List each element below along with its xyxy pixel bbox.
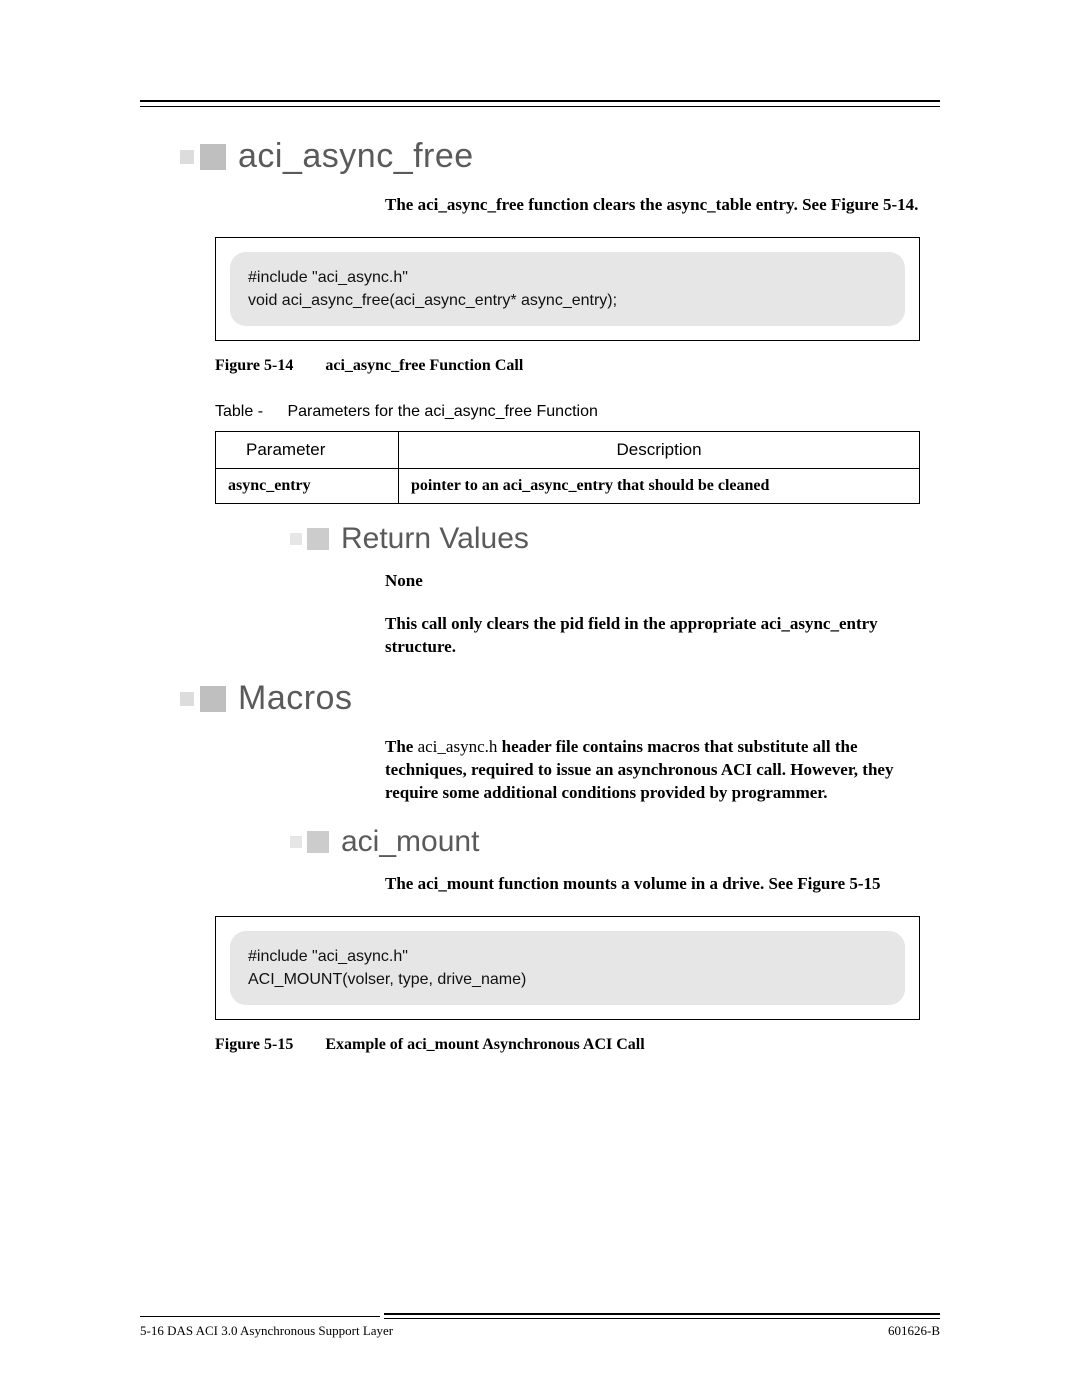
- code-line: ACI_MOUNT(volser, type, drive_name): [248, 971, 526, 988]
- intro-aci-async-free: The aci_async_free function clears the a…: [385, 194, 920, 217]
- td-description: pointer to an aci_async_entry that shoul…: [399, 469, 920, 504]
- heading-text: Macros: [238, 679, 352, 718]
- top-rule: [140, 100, 940, 107]
- parameter-table: Parameter Description async_entry pointe…: [215, 431, 920, 504]
- code-line: #include "aci_async.h": [248, 948, 408, 965]
- heading-aci-mount: aci_mount: [290, 825, 940, 859]
- macros-intro: The aci_async.h header file contains mac…: [385, 736, 920, 805]
- return-none: None: [385, 570, 920, 593]
- page: aci_async_free The aci_async_free functi…: [0, 0, 1080, 1397]
- bullet-squares-icon: [180, 686, 226, 712]
- code-line: void aci_async_free(aci_async_entry* asy…: [248, 292, 617, 309]
- return-description: This call only clears the pid field in t…: [385, 613, 920, 659]
- table-header-row: Parameter Description: [216, 432, 920, 469]
- text-prefix: The: [385, 737, 418, 756]
- th-description: Description: [399, 432, 920, 469]
- figure-number: Figure 5-15: [215, 1036, 293, 1053]
- table-title: Parameters for the aci_async_free Functi…: [287, 403, 597, 420]
- table-row: async_entry pointer to an aci_async_entr…: [216, 469, 920, 504]
- code-box-fig-5-15: #include "aci_async.h" ACI_MOUNT(volser,…: [215, 916, 920, 1020]
- figure-title: aci_async_free Function Call: [325, 357, 523, 374]
- heading-text: Return Values: [341, 522, 529, 556]
- heading-aci-async-free: aci_async_free: [180, 137, 940, 176]
- figure-title: Example of aci_mount Asynchronous ACI Ca…: [325, 1036, 644, 1053]
- heading-text: aci_async_free: [238, 137, 474, 176]
- table-label: Table -: [215, 403, 263, 420]
- footer-right: 601626-B: [888, 1323, 940, 1339]
- code-box-fig-5-14: #include "aci_async.h" void aci_async_fr…: [215, 237, 920, 341]
- th-parameter: Parameter: [216, 432, 399, 469]
- bullet-squares-icon: [180, 144, 226, 170]
- code-content: #include "aci_async.h" ACI_MOUNT(volser,…: [230, 931, 905, 1005]
- bullet-squares-icon: [290, 528, 329, 550]
- footer-rule: [140, 1313, 940, 1319]
- table-caption: Table - Parameters for the aci_async_fre…: [215, 403, 940, 421]
- heading-return-values: Return Values: [290, 522, 940, 556]
- page-footer: 5-16 DAS ACI 3.0 Asynchronous Support La…: [140, 1313, 940, 1339]
- heading-macros: Macros: [180, 679, 940, 718]
- heading-text: aci_mount: [341, 825, 479, 859]
- figure-caption-5-15: Figure 5-15 Example of aci_mount Asynchr…: [215, 1036, 940, 1054]
- footer-left: 5-16 DAS ACI 3.0 Asynchronous Support La…: [140, 1323, 393, 1339]
- bullet-squares-icon: [290, 831, 329, 853]
- figure-number: Figure 5-14: [215, 357, 293, 374]
- td-parameter: async_entry: [216, 469, 399, 504]
- code-line: #include "aci_async.h": [248, 269, 408, 286]
- filename-text: aci_async.h: [418, 737, 498, 756]
- intro-aci-mount: The aci_mount function mounts a volume i…: [385, 873, 920, 896]
- figure-caption-5-14: Figure 5-14 aci_async_free Function Call: [215, 357, 940, 375]
- code-content: #include "aci_async.h" void aci_async_fr…: [230, 252, 905, 326]
